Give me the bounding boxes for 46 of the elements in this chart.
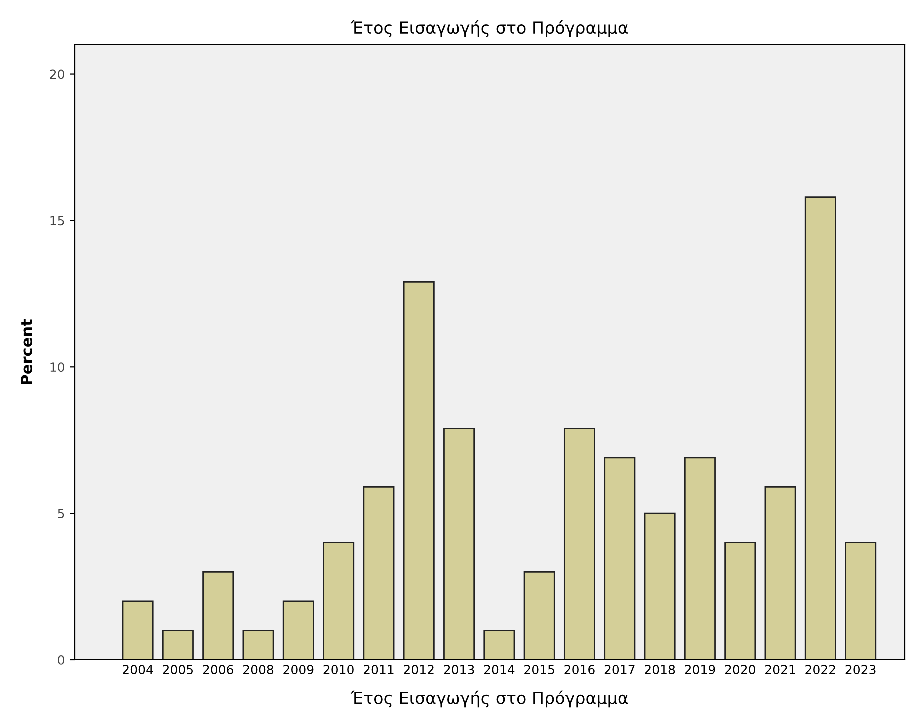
y-tick-label: 0 <box>58 655 64 665</box>
bar <box>644 512 676 660</box>
x-tick-label: 2014 <box>484 665 515 675</box>
x-tick-label: 2011 <box>364 665 394 675</box>
bar <box>484 630 516 660</box>
bar <box>724 542 756 660</box>
x-tick-label: 2012 <box>404 665 434 675</box>
x-tick-label: 2017 <box>604 665 635 675</box>
bar <box>242 630 274 660</box>
x-tick-label: 2021 <box>766 665 796 675</box>
x-tick-label: 2010 <box>324 665 354 675</box>
x-tick-label: 2004 <box>123 665 154 675</box>
bar <box>444 428 476 660</box>
bar <box>684 457 716 660</box>
x-tick-label: 2019 <box>685 665 716 675</box>
x-tick-label: 2023 <box>846 665 876 675</box>
bar <box>804 196 836 660</box>
x-tick-label: 2015 <box>524 665 554 675</box>
bar <box>845 542 877 660</box>
y-tick-label: 10 <box>50 362 64 372</box>
x-tick-label: 2009 <box>284 665 314 675</box>
bar <box>162 630 194 660</box>
y-tick-label: 5 <box>58 509 64 518</box>
y-axis-title: Percent <box>21 320 33 384</box>
x-tick-label: 2013 <box>444 665 474 675</box>
bar <box>363 486 395 660</box>
bar <box>524 571 556 660</box>
x-tick-label: 2022 <box>806 665 836 675</box>
bar <box>403 282 435 660</box>
bar <box>564 428 596 660</box>
bar <box>764 486 796 660</box>
bar <box>282 600 314 660</box>
bar <box>202 571 234 660</box>
bar <box>323 542 355 660</box>
x-axis-title: Έτος Εισαγωγής στο Πρόγραμμα <box>350 690 628 708</box>
x-tick-label: 2006 <box>203 665 234 675</box>
bar <box>122 600 154 660</box>
x-tick-label: 2020 <box>725 665 756 675</box>
x-tick-label: 2008 <box>244 665 274 675</box>
y-tick-label: 15 <box>50 216 64 226</box>
bar <box>604 457 636 660</box>
y-tick-label: 20 <box>50 70 64 80</box>
x-tick-label: 2018 <box>645 665 676 675</box>
x-tick-label: 2016 <box>564 665 595 675</box>
x-tick-label: 2005 <box>163 665 194 675</box>
chart-title: Έτος Εισαγωγής στο Πρόγραμμα <box>350 20 628 38</box>
